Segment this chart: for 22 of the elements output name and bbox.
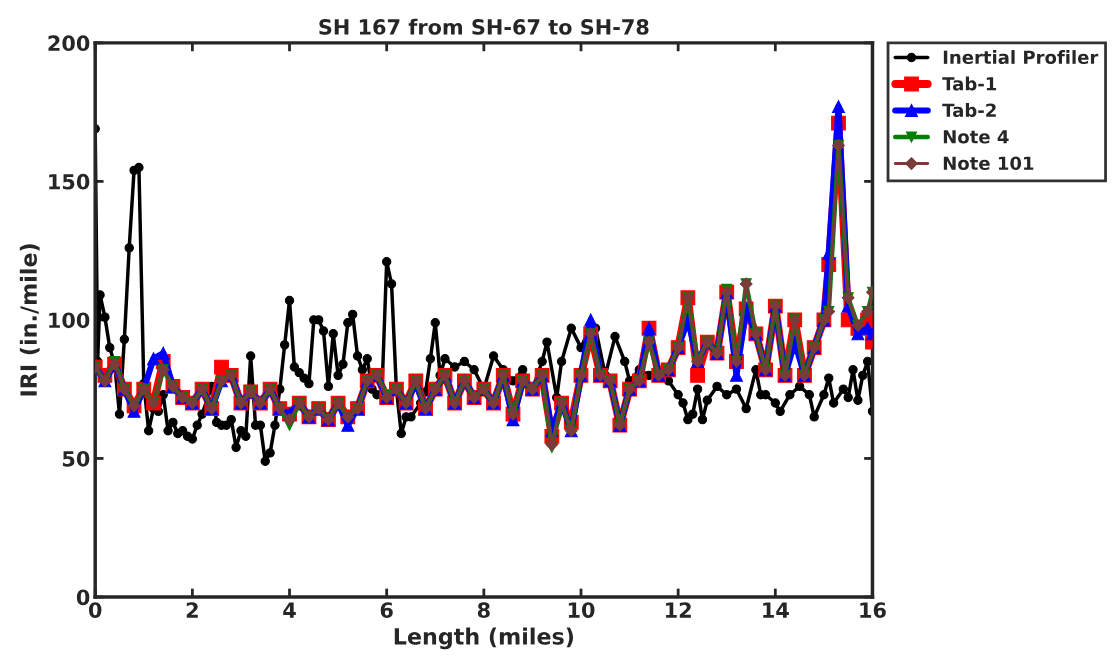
x-tick-label: 12 xyxy=(666,602,691,618)
legend-label: Note 4 xyxy=(943,130,1009,144)
chart-title: SH 167 from SH-67 to SH-78 xyxy=(319,18,649,35)
x-tick-label: 10 xyxy=(568,602,595,618)
y-tick-label: 100 xyxy=(49,312,90,329)
x-tick-label: 0 xyxy=(88,602,102,618)
x-axis-title: Length (miles) xyxy=(394,627,573,650)
y-tick-label: 200 xyxy=(48,35,90,52)
y-tick-label: 50 xyxy=(62,450,90,467)
x-tick-label: 14 xyxy=(763,602,789,618)
x-tick-label: 8 xyxy=(477,602,490,618)
y-tick-label: 0 xyxy=(76,589,90,606)
y-tick-label: 150 xyxy=(49,173,90,190)
x-tick-label: 6 xyxy=(380,602,393,618)
legend-label: Tab-1 xyxy=(942,76,997,91)
x-tick-label: 16 xyxy=(860,602,886,618)
x-tick-label: 2 xyxy=(186,602,198,618)
y-axis-title: IRI (in./mile) xyxy=(19,244,40,396)
legend-label: Note 101 xyxy=(943,156,1034,171)
legend-label: Tab-2 xyxy=(942,103,996,118)
x-tick-label: 4 xyxy=(283,602,296,618)
legend-label: Inertial Profiler xyxy=(943,50,1099,65)
